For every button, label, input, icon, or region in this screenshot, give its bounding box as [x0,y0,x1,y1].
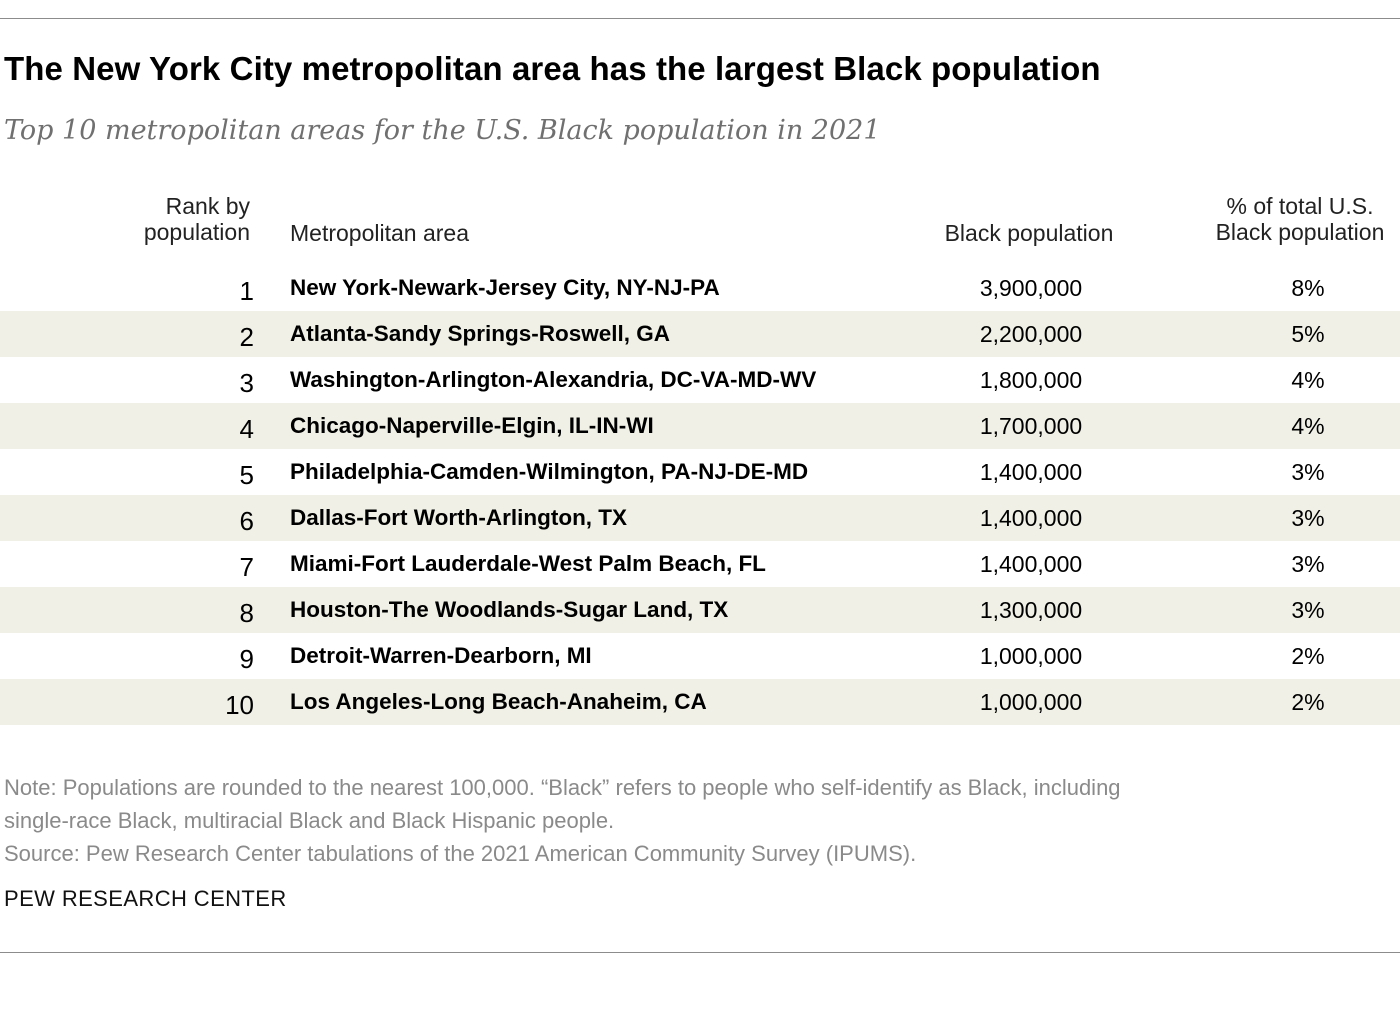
chart-title: The New York City metropolitan area has … [4,50,1101,87]
table-row: 6 Dallas-Fort Worth-Arlington, TX 1,400,00… [0,495,1400,541]
table-row: 5 Philadelphia-Camden-Wilmington, PA-NJ-D… [0,449,1400,495]
metro-cell: Washington-Arlington-Alexandria, DC-VA-M… [290,367,817,392]
note-block: Note: Populations are rounded to the nea… [4,771,1384,870]
header-metro: Metropolitan area [290,220,469,246]
population-cell: 1,700,000 [979,413,1083,439]
table-row: 3 Washington-Arlington-Alexandria, DC-VA-… [0,357,1400,403]
percent-cell: 2% [1291,689,1325,715]
rank-cell: 8 [239,598,254,628]
bottom-divider [0,952,1400,953]
population-cell: 1,000,000 [979,689,1083,715]
population-cell: 1,400,000 [979,551,1083,577]
rank-cell: 2 [239,322,254,352]
metro-cell: Atlanta-Sandy Springs-Roswell, GA [290,321,671,346]
population-cell: 3,900,000 [979,275,1083,301]
note-line-2: single-race Black, multiracial Black and… [4,808,615,833]
top-divider [0,18,1400,19]
header-percent-line1: % of total U.S. [1226,193,1374,219]
table-row: 7 Miami-Fort Lauderdale-West Palm Beach, … [0,541,1400,587]
percent-cell: 8% [1291,275,1325,301]
metro-cell: Los Angeles-Long Beach-Anaheim, CA [290,689,707,714]
header-percent-line2: Black population [1215,219,1385,245]
rank-cell: 1 [239,276,254,306]
table-row: 2 Atlanta-Sandy Springs-Roswell, GA 2,200,… [0,311,1400,357]
table-row: 9 Detroit-Warren-Dearborn, MI 1,000,000 2% [0,633,1400,679]
population-cell: 1,000,000 [979,643,1083,669]
metro-cell: Philadelphia-Camden-Wilmington, PA-NJ-DE… [290,459,809,484]
chart-subtitle: Top 10 metropolitan areas for the U.S. B… [4,115,881,146]
percent-cell: 3% [1291,459,1325,485]
metro-cell: New York-Newark-Jersey City, NY-NJ-PA [290,275,720,300]
header-rank: Rank by population [0,193,250,245]
metro-cell: Miami-Fort Lauderdale-West Palm Beach, F… [290,551,766,576]
population-cell: 1,400,000 [979,459,1083,485]
percent-cell: 3% [1291,551,1325,577]
rank-cell: 7 [239,552,254,582]
rank-cell: 9 [239,644,254,674]
percent-cell: 5% [1291,321,1325,347]
population-cell: 2,200,000 [979,321,1083,347]
brand-label: PEW RESEARCH CENTER [4,886,287,911]
population-cell: 1,300,000 [979,597,1083,623]
table-body: 1 New York-Newark-Jersey City, NY-NJ-PA 3,… [0,265,1400,725]
percent-cell: 4% [1291,413,1325,439]
rank-cell: 5 [239,460,254,490]
table-row: 1 New York-Newark-Jersey City, NY-NJ-PA 3,… [0,265,1400,311]
metro-cell: Dallas-Fort Worth-Arlington, TX [290,505,628,530]
metro-cell: Houston-The Woodlands-Sugar Land, TX [290,597,729,622]
table-row: 10 Los Angeles-Long Beach-Anaheim, CA 1,00… [0,679,1400,725]
rank-cell: 10 [225,690,254,720]
note-line-1: Note: Populations are rounded to the nea… [4,775,1121,800]
metro-cell: Detroit-Warren-Dearborn, MI [290,643,592,668]
header-population: Black population [944,220,1114,246]
header-rank-line2: population [143,219,250,245]
source-line: Source: Pew Research Center tabulations … [4,841,917,866]
percent-cell: 3% [1291,505,1325,531]
rank-cell: 4 [239,414,254,444]
header-percent: % of total U.S. Black population [1200,193,1400,245]
percent-cell: 4% [1291,367,1325,393]
rank-cell: 6 [239,506,254,536]
population-cell: 1,400,000 [979,505,1083,531]
table-row: 8 Houston-The Woodlands-Sugar Land, TX 1,3… [0,587,1400,633]
rank-cell: 3 [239,368,254,398]
percent-cell: 2% [1291,643,1325,669]
percent-cell: 3% [1291,597,1325,623]
metro-cell: Chicago-Naperville-Elgin, IL-IN-WI [290,413,654,438]
population-cell: 1,800,000 [979,367,1083,393]
header-rank-line1: Rank by [165,193,250,219]
table-row: 4 Chicago-Naperville-Elgin, IL-IN-WI 1,700… [0,403,1400,449]
